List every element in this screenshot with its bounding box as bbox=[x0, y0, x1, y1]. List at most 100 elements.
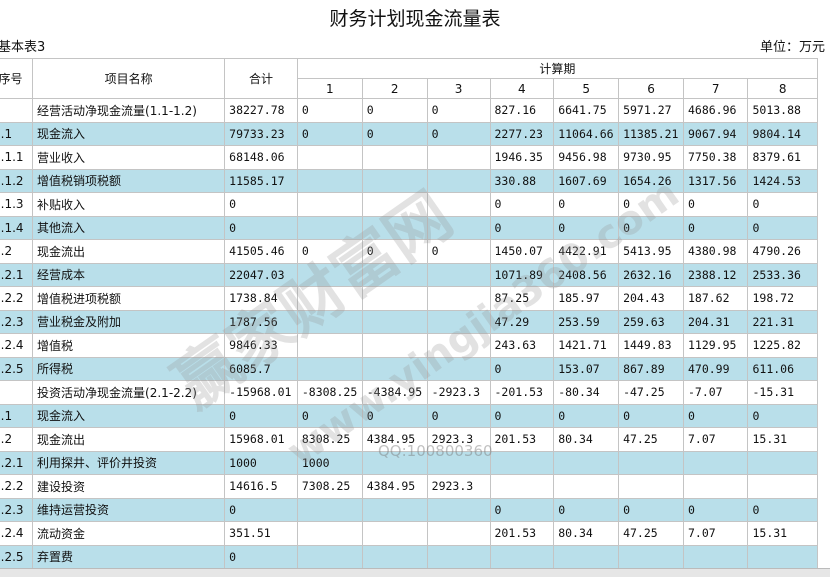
cell-value: -80.34 bbox=[553, 380, 620, 405]
cell-value: 0 bbox=[224, 192, 298, 217]
cell-value: 1607.69 bbox=[553, 168, 620, 193]
cell-value: 7308.25 bbox=[296, 474, 363, 499]
column-header: 合计 bbox=[224, 58, 298, 99]
cell-value: 204.31 bbox=[682, 309, 749, 334]
cell-value: -2923.3 bbox=[426, 380, 491, 405]
cell-value bbox=[296, 521, 363, 546]
cell-value: 1424.53 bbox=[747, 168, 818, 193]
cell-value: 5413.95 bbox=[618, 239, 684, 264]
row-number: 2.1 bbox=[0, 403, 34, 428]
cell-value: 0 bbox=[224, 544, 298, 569]
cell-value bbox=[361, 450, 428, 475]
row-number: 1.2.1 bbox=[0, 262, 34, 287]
cell-value: 2923.3 bbox=[426, 427, 491, 452]
table-row: 1.2现金流出41505.460001450.074422.915413.954… bbox=[0, 239, 818, 264]
cell-value: 22047.03 bbox=[224, 262, 298, 287]
cell-value: 0 bbox=[224, 215, 298, 240]
cell-value: 11064.66 bbox=[553, 121, 620, 146]
table-row: 1.1现金流入79733.230002277.2311064.6611385.2… bbox=[0, 121, 818, 146]
item-name: 弃置费 bbox=[32, 544, 226, 569]
cell-value: 11385.21 bbox=[618, 121, 684, 146]
cell-value: 0 bbox=[489, 192, 555, 217]
row-number: 1.2.2 bbox=[0, 286, 34, 311]
row-number: 1 bbox=[0, 98, 34, 123]
cell-value: 8308.25 bbox=[296, 427, 363, 452]
cell-value bbox=[426, 521, 491, 546]
row-number: 2.2.4 bbox=[0, 521, 34, 546]
cell-value: 0 bbox=[296, 239, 363, 264]
cell-value: 0 bbox=[553, 215, 620, 240]
cell-value: 0 bbox=[426, 121, 491, 146]
cell-value bbox=[426, 145, 491, 170]
cell-value: 9846.33 bbox=[224, 333, 298, 358]
cell-value bbox=[553, 544, 620, 569]
cell-value bbox=[361, 168, 428, 193]
row-number: 2 bbox=[0, 380, 34, 405]
item-name: 经营成本 bbox=[32, 262, 226, 287]
cell-value bbox=[682, 450, 749, 475]
cell-value bbox=[426, 356, 491, 381]
cell-value bbox=[426, 286, 491, 311]
cell-value: 2632.16 bbox=[618, 262, 684, 287]
cell-value bbox=[361, 521, 428, 546]
cell-value bbox=[426, 215, 491, 240]
cell-value: 470.99 bbox=[682, 356, 749, 381]
cell-value: -47.25 bbox=[618, 380, 684, 405]
cell-value: 1000 bbox=[296, 450, 363, 475]
cell-value bbox=[296, 145, 363, 170]
cell-value bbox=[747, 544, 818, 569]
table-row: 2投资活动净现金流量(2.1-2.2)-15968.01-8308.25-438… bbox=[0, 380, 818, 405]
cell-value bbox=[296, 215, 363, 240]
item-name: 营业税金及附加 bbox=[32, 309, 226, 334]
cell-value: 2533.36 bbox=[747, 262, 818, 287]
cell-value: 351.51 bbox=[224, 521, 298, 546]
cell-value: 0 bbox=[296, 121, 363, 146]
cell-value: 1071.89 bbox=[489, 262, 555, 287]
row-number: 2.2 bbox=[0, 427, 34, 452]
cell-value: 4790.26 bbox=[747, 239, 818, 264]
row-number: 1.1.2 bbox=[0, 168, 34, 193]
cell-value: 0 bbox=[553, 192, 620, 217]
cell-value: 185.97 bbox=[553, 286, 620, 311]
cell-value: 4384.95 bbox=[361, 427, 428, 452]
cell-value bbox=[489, 544, 555, 569]
row-number: 1.2 bbox=[0, 239, 34, 264]
row-number: 2.2.3 bbox=[0, 497, 34, 522]
cell-value bbox=[426, 309, 491, 334]
cell-value: 1317.56 bbox=[682, 168, 749, 193]
cell-value: 1654.26 bbox=[618, 168, 684, 193]
cell-value bbox=[361, 309, 428, 334]
cell-value: 79733.23 bbox=[224, 121, 298, 146]
cell-value: 0 bbox=[361, 98, 428, 123]
cell-value bbox=[618, 474, 684, 499]
cell-value bbox=[361, 544, 428, 569]
cell-value: -15968.01 bbox=[224, 380, 298, 405]
cell-value bbox=[682, 474, 749, 499]
item-name: 现金流出 bbox=[32, 239, 226, 264]
cell-value bbox=[426, 497, 491, 522]
cell-value: 330.88 bbox=[489, 168, 555, 193]
cell-value: 47.29 bbox=[489, 309, 555, 334]
cell-value: 11585.17 bbox=[224, 168, 298, 193]
item-name: 建设投资 bbox=[32, 474, 226, 499]
row-number: 1.2.4 bbox=[0, 333, 34, 358]
scrollbar[interactable] bbox=[0, 568, 830, 577]
cell-value: 4380.98 bbox=[682, 239, 749, 264]
cell-value: 0 bbox=[682, 497, 749, 522]
cell-value bbox=[361, 215, 428, 240]
table-name: 基本表3 bbox=[0, 40, 46, 55]
cell-value bbox=[361, 333, 428, 358]
item-name: 维持运营投资 bbox=[32, 497, 226, 522]
cell-value: 0 bbox=[553, 403, 620, 428]
cell-value: 0 bbox=[747, 215, 818, 240]
row-number: 1.2.5 bbox=[0, 356, 34, 381]
